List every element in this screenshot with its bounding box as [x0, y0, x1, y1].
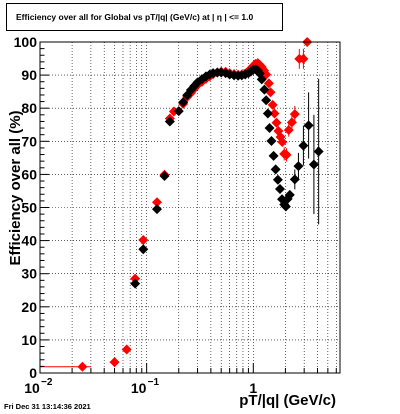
data-point — [264, 123, 275, 134]
x-tick-label: 1 — [249, 380, 257, 396]
data-point — [151, 197, 162, 208]
data-point — [281, 149, 292, 160]
data-point — [298, 140, 309, 151]
grid-lines — [40, 42, 340, 373]
data-point — [121, 344, 132, 355]
data-point — [267, 99, 278, 110]
y-tick-label: 60 — [21, 166, 37, 182]
data-point — [269, 108, 280, 119]
data-point — [159, 171, 170, 182]
data-markers — [77, 37, 324, 372]
chart-title: Efficiency over all for Global vs pT/|q|… — [16, 12, 254, 22]
data-point — [308, 159, 319, 170]
data-point — [280, 201, 291, 212]
axis-ticks — [39, 41, 337, 374]
data-point — [262, 108, 273, 119]
data-point — [293, 161, 304, 172]
data-point — [261, 95, 272, 106]
data-point — [138, 244, 149, 255]
data-point — [303, 120, 314, 131]
x-tick-label: 10 — [24, 380, 40, 396]
data-point — [270, 164, 281, 175]
data-point — [266, 135, 277, 146]
data-point — [289, 109, 300, 120]
data-point — [268, 150, 279, 161]
x-tick-exponent: −2 — [41, 377, 53, 388]
y-tick-label: 40 — [21, 233, 37, 249]
y-tick-label: 30 — [21, 266, 37, 282]
data-point — [286, 117, 297, 128]
y-tick-label: 70 — [21, 133, 37, 149]
data-point — [289, 174, 300, 185]
y-tick-label: 80 — [21, 100, 37, 116]
data-point — [178, 97, 189, 108]
y-axis-title: Efficiency over all (%) — [7, 110, 24, 265]
data-point — [275, 183, 286, 194]
y-tick-label: 90 — [21, 67, 37, 83]
data-point — [164, 116, 175, 127]
data-point — [271, 117, 282, 128]
y-tick-label: 20 — [21, 299, 37, 315]
data-point — [277, 136, 288, 147]
data-point — [284, 189, 295, 200]
x-tick-exponent: −1 — [148, 377, 160, 388]
timestamp: Fri Dec 31 13:14:36 2021 — [4, 402, 91, 411]
data-point — [173, 106, 184, 117]
data-point — [313, 146, 324, 157]
data-point — [151, 204, 162, 215]
x-axis-title: pT/|q| (GeV/c) — [239, 392, 336, 409]
data-point — [259, 84, 270, 95]
data-point — [283, 125, 294, 136]
data-point — [263, 78, 274, 89]
y-tick-label: 50 — [21, 200, 37, 216]
data-point — [298, 53, 309, 64]
data-point — [256, 74, 267, 85]
chart-title-box: Efficiency over all for Global vs pT/|q|… — [6, 3, 283, 31]
x-tick-label: 10 — [131, 380, 147, 396]
y-tick-label: 100 — [14, 34, 38, 50]
y-tick-label: 0 — [29, 365, 37, 381]
y-tick-label: 10 — [21, 332, 37, 348]
data-point — [77, 361, 88, 372]
data-point — [130, 278, 141, 289]
data-point — [109, 357, 120, 368]
data-point — [272, 174, 283, 185]
data-point — [138, 234, 149, 245]
